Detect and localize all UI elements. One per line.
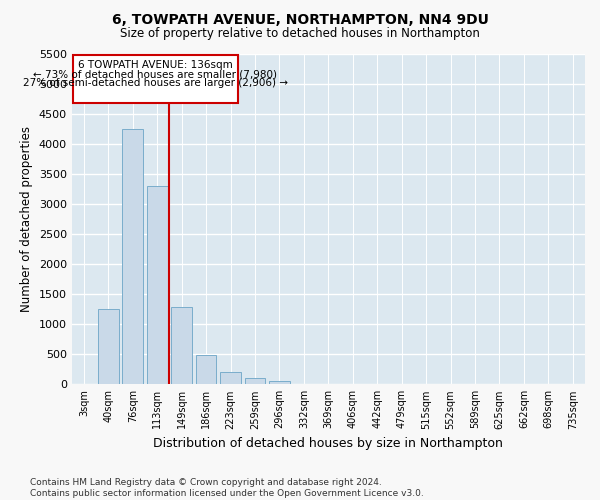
Bar — [122, 129, 143, 384]
Text: 27% of semi-detached houses are larger (2,906) →: 27% of semi-detached houses are larger (… — [23, 78, 288, 88]
Bar — [171, 308, 192, 384]
Bar — [147, 186, 167, 384]
X-axis label: Distribution of detached houses by size in Northampton: Distribution of detached houses by size … — [154, 437, 503, 450]
Text: 6 TOWPATH AVENUE: 136sqm: 6 TOWPATH AVENUE: 136sqm — [78, 60, 233, 70]
Text: ← 73% of detached houses are smaller (7,980): ← 73% of detached houses are smaller (7,… — [34, 69, 277, 79]
Y-axis label: Number of detached properties: Number of detached properties — [20, 126, 33, 312]
Text: 6, TOWPATH AVENUE, NORTHAMPTON, NN4 9DU: 6, TOWPATH AVENUE, NORTHAMPTON, NN4 9DU — [112, 12, 488, 26]
Bar — [98, 309, 119, 384]
Bar — [269, 380, 290, 384]
Bar — [245, 378, 265, 384]
Bar — [73, 55, 238, 103]
Bar — [196, 356, 217, 384]
Bar — [220, 372, 241, 384]
Text: Size of property relative to detached houses in Northampton: Size of property relative to detached ho… — [120, 28, 480, 40]
Text: Contains HM Land Registry data © Crown copyright and database right 2024.
Contai: Contains HM Land Registry data © Crown c… — [30, 478, 424, 498]
